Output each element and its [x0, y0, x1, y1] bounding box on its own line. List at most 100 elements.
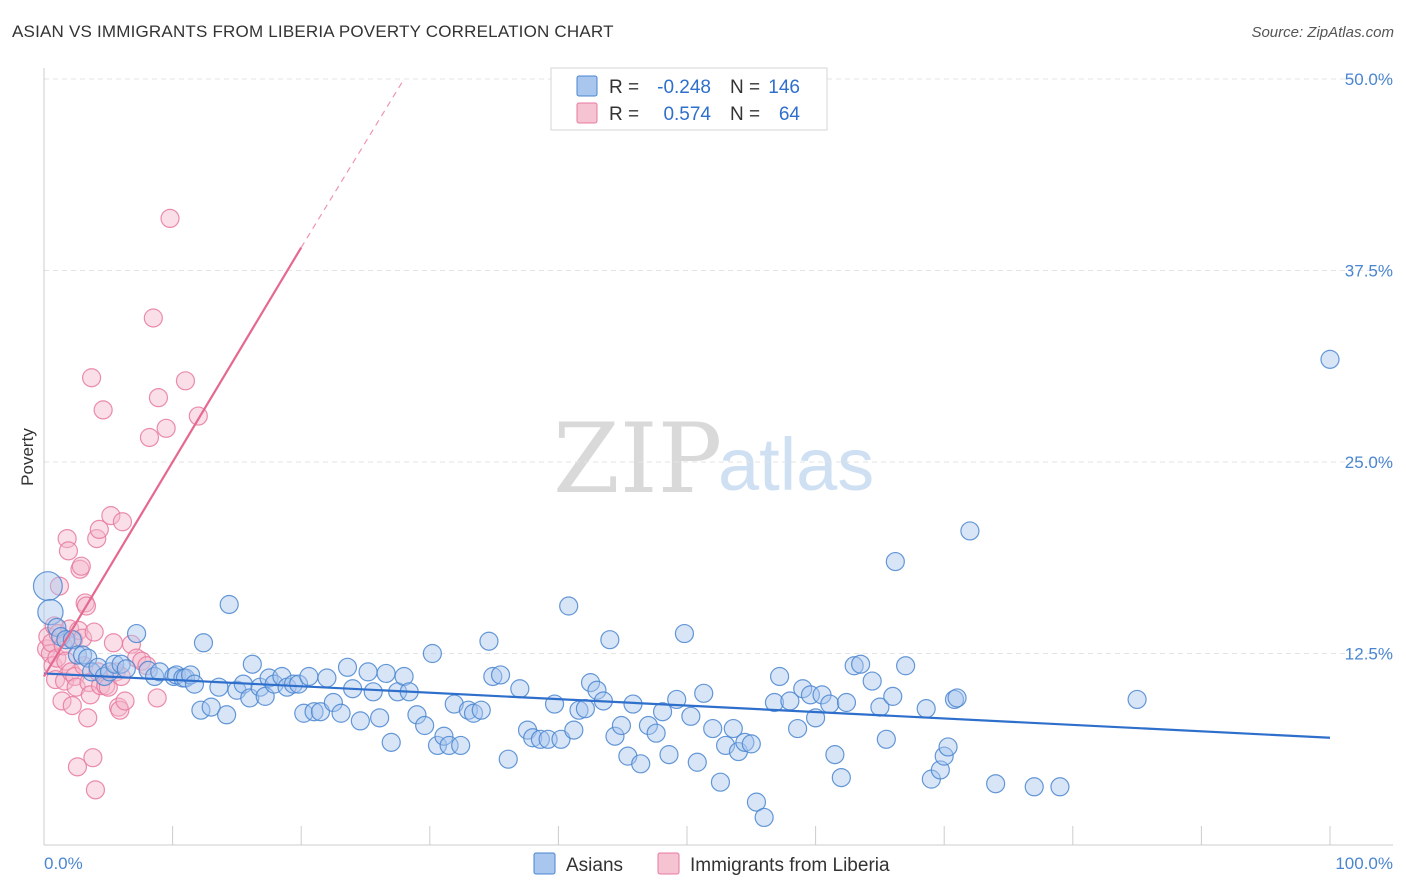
asians-point-112 — [741, 734, 761, 754]
asians-point-124 — [825, 745, 845, 765]
liberia-point-33 — [81, 368, 102, 388]
liberia-point-50 — [112, 512, 133, 532]
chart-title: ASIAN VS IMMIGRANTS FROM LIBERIA POVERTY… — [12, 22, 614, 41]
liberia-trend-extension — [300, 78, 405, 248]
asians-point-123 — [820, 694, 840, 714]
y-axis-label: Poverty — [18, 428, 37, 486]
asians-point-142 — [960, 521, 980, 541]
y-tick-label-1: 25.0% — [1345, 453, 1393, 472]
asians-point-85 — [564, 720, 584, 740]
asians-point-135 — [916, 699, 936, 719]
asians-point-28 — [201, 697, 221, 717]
liberia-point-25 — [71, 556, 91, 576]
asians-point-27 — [193, 633, 214, 653]
liberia-point-14 — [57, 528, 77, 549]
asians-point-30 — [217, 705, 237, 725]
asians-point-91 — [600, 630, 620, 650]
liberia-trend-line — [43, 246, 303, 678]
asians-point-113 — [746, 792, 767, 812]
asians-point-104 — [687, 752, 707, 772]
asians-point-67 — [439, 735, 459, 756]
asians-point-50 — [331, 703, 351, 723]
asians-point-89 — [587, 680, 607, 700]
asians-point-54 — [358, 662, 378, 682]
asians-point-58 — [381, 732, 401, 752]
watermark-atlas: atlas — [718, 423, 874, 506]
liberia-point-60 — [160, 208, 180, 229]
asians-point-64 — [422, 643, 442, 664]
legend-n-label-asians: N = — [730, 77, 760, 98]
asians-point-44 — [294, 703, 314, 723]
asians-point-25 — [184, 674, 205, 694]
asians-point-145 — [1050, 777, 1070, 797]
legend-swatch-asians — [576, 75, 598, 97]
asians-point-84 — [559, 596, 579, 616]
asians-point-109 — [723, 718, 743, 739]
asians-point-129 — [862, 671, 882, 691]
asians-point-132 — [883, 686, 903, 706]
asians-point-56 — [370, 708, 390, 728]
bottom-legend-swatch-asians — [533, 852, 556, 875]
asians-point-16 — [126, 623, 147, 644]
asians-point-57 — [376, 663, 396, 684]
asians-point-71 — [463, 703, 484, 723]
asians-point-126 — [836, 692, 857, 713]
liberia-point-44 — [101, 506, 121, 526]
asians-point-115 — [764, 692, 785, 713]
asians-point-118 — [787, 718, 808, 739]
liberia-point-58 — [147, 688, 167, 708]
asians-point-87 — [575, 699, 596, 719]
asians-point-13 — [105, 654, 125, 674]
liberia-point-35 — [84, 622, 104, 642]
asians-point-19 — [150, 662, 170, 682]
series-asians-points — [32, 349, 1340, 828]
x-tick-label-min: 0.0% — [44, 854, 83, 873]
asians-point-125 — [831, 767, 851, 788]
legend-r-label-liberia: R = — [609, 104, 639, 125]
asians-point-103 — [681, 706, 701, 726]
asians-point-45 — [299, 666, 319, 687]
asians-point-143 — [986, 774, 1006, 794]
liberia-point-59 — [148, 388, 169, 408]
asians-point-106 — [703, 718, 723, 739]
asians-point-131 — [876, 729, 896, 749]
asians-point-127 — [844, 656, 864, 676]
asians-point-114 — [754, 807, 774, 828]
asians-point-51 — [337, 657, 358, 677]
y-tick-label-3: 50.0% — [1345, 70, 1393, 89]
liberia-point-56 — [139, 427, 160, 448]
asians-point-116 — [769, 666, 790, 687]
bottom-legend-label-asians: Asians — [566, 855, 623, 876]
y-tick-labels: 12.5% 25.0% 37.5% 50.0% — [1345, 70, 1393, 664]
correlation-legend: R = -0.248 N = 146 R = 0.574 N = 64 — [550, 67, 828, 131]
asians-point-7 — [72, 645, 93, 665]
asians-point-139 — [938, 737, 958, 757]
asians-trend-line — [43, 672, 1331, 739]
liberia-point-61 — [156, 418, 176, 438]
asians-point-68 — [444, 694, 464, 714]
liberia-point-34 — [83, 748, 103, 768]
asians-point-119 — [793, 679, 813, 699]
liberia-point-51 — [115, 691, 135, 711]
x-tick-label-max: 100.0% — [1335, 854, 1393, 873]
liberia-point-22 — [67, 757, 88, 777]
liberia-point-13 — [56, 651, 76, 671]
asians-point-42 — [283, 674, 304, 694]
liberia-point-39 — [89, 519, 109, 540]
asians-point-97 — [638, 715, 659, 736]
asians-point-88 — [580, 673, 601, 693]
legend-n-label-liberia: N = — [730, 104, 760, 125]
asians-point-146 — [1127, 689, 1147, 710]
liberia-point-15 — [58, 541, 79, 561]
liberia-point-45 — [103, 633, 124, 653]
asians-point-63 — [415, 715, 435, 736]
liberia-point-36 — [85, 780, 106, 800]
legend-r-value-liberia: 0.574 — [663, 104, 711, 125]
asians-point-105 — [694, 683, 714, 703]
bottom-legend-label-liberia: Immigrants from Liberia — [690, 855, 890, 876]
asians-point-93 — [611, 715, 632, 736]
liberia-point-43 — [98, 677, 118, 697]
watermark-zip: ZIP — [553, 403, 722, 515]
asians-point-62 — [407, 705, 427, 725]
legend-n-value-asians: 146 — [768, 77, 800, 98]
